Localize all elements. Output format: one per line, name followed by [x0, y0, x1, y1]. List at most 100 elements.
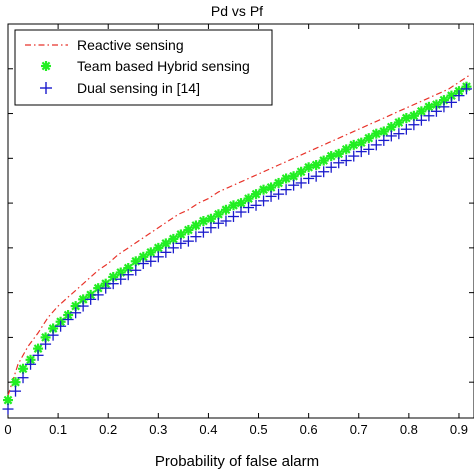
point-stroke — [214, 209, 223, 219]
point-team-based-hybrid-sensing — [168, 233, 179, 244]
point-stroke — [108, 272, 118, 282]
plot-area: 0 0.1 0.2 0.3 0.4 0.5 0.6 0.7 0.8 0.9 Reactive sen… — [2, 23, 474, 437]
point-dual-sensing — [258, 195, 270, 207]
legend-box — [14, 29, 273, 106]
point-team-based-hybrid-sensing — [266, 182, 277, 193]
point-dual-sensing — [212, 217, 224, 229]
point-dual-sensing — [107, 278, 119, 290]
legend: Reactive sensing Team based Hybrid sensin… — [14, 29, 273, 106]
point-dual-sensing — [250, 199, 262, 211]
point-dual-sensing — [92, 289, 104, 301]
point-stroke — [116, 268, 126, 277]
point-dual-sensing — [385, 130, 397, 142]
point-stroke — [161, 239, 171, 248]
point-stroke — [71, 301, 81, 311]
point-stroke — [206, 214, 216, 224]
point-dual-sensing — [243, 202, 255, 214]
legend-swatch-dual-sensing — [40, 82, 52, 94]
point-stroke — [349, 140, 359, 150]
point-team-based-hybrid-sensing — [183, 224, 194, 235]
x-axis-label: Probability of false alarm — [155, 453, 319, 470]
point-team-based-hybrid-sensing — [281, 173, 292, 184]
point-stroke — [447, 91, 456, 101]
point-stroke — [229, 200, 238, 210]
point-dual-sensing — [453, 90, 465, 102]
point-stroke — [3, 395, 13, 405]
point-dual-sensing — [152, 251, 164, 263]
point-team-based-hybrid-sensing — [326, 151, 337, 162]
point-team-based-hybrid-sensing — [3, 395, 13, 406]
point-stroke — [386, 122, 396, 132]
point-team-based-hybrid-sensing — [273, 177, 284, 188]
point-dual-sensing — [430, 105, 442, 117]
point-stroke — [311, 160, 321, 170]
x-tick-label: 0.9 — [450, 422, 468, 437]
point-dual-sensing — [303, 172, 315, 184]
point-stroke — [274, 178, 283, 188]
point-team-based-hybrid-sensing — [18, 363, 29, 374]
point-dual-sensing — [400, 123, 412, 135]
point-team-based-hybrid-sensing — [318, 155, 329, 166]
point-team-based-hybrid-sensing — [145, 247, 156, 258]
point-stroke — [131, 256, 141, 266]
x-tick-label: 0.5 — [249, 422, 267, 437]
point-dual-sensing — [55, 320, 67, 332]
point-team-based-hybrid-sensing — [363, 133, 374, 144]
point-dual-sensing — [325, 161, 337, 173]
point-dual-sensing — [310, 170, 322, 182]
point-team-based-hybrid-sensing — [251, 189, 262, 200]
point-stroke — [259, 185, 268, 195]
point-dual-sensing — [182, 235, 194, 247]
x-tick-label: 0.2 — [99, 422, 117, 437]
point-dual-sensing — [2, 403, 14, 415]
point-dual-sensing — [370, 139, 382, 151]
point-team-based-hybrid-sensing — [190, 220, 201, 231]
point-team-based-hybrid-sensing — [220, 204, 231, 215]
point-dual-sensing — [295, 177, 307, 189]
point-team-based-hybrid-sensing — [258, 184, 269, 195]
point-stroke — [146, 247, 156, 257]
point-stroke — [296, 167, 306, 177]
point-team-based-hybrid-sensing — [371, 128, 382, 139]
point-team-based-hybrid-sensing — [408, 110, 419, 121]
point-stroke — [281, 174, 291, 183]
point-stroke — [401, 113, 411, 123]
point-team-based-hybrid-sensing — [236, 198, 246, 209]
point-dual-sensing — [137, 258, 149, 270]
point-stroke — [417, 106, 426, 116]
point-dual-sensing — [145, 255, 157, 267]
point-dual-sensing — [175, 237, 187, 249]
point-stroke — [244, 194, 253, 203]
point-team-based-hybrid-sensing — [296, 166, 307, 177]
point-stroke — [334, 149, 344, 159]
point-dual-sensing — [32, 349, 44, 361]
point-dual-sensing — [130, 264, 142, 276]
x-tick-label: 0.4 — [199, 422, 217, 437]
point-dual-sensing — [62, 314, 74, 325]
point-stroke — [341, 144, 351, 154]
point-stroke — [371, 129, 381, 139]
point-dual-sensing — [47, 329, 59, 341]
chart-title: Pd vs Pf — [211, 3, 263, 19]
point-stroke — [326, 151, 336, 161]
x-tick-label: 0.8 — [400, 422, 418, 437]
point-dual-sensing — [160, 246, 172, 258]
x-tick-label: 0.3 — [149, 422, 167, 437]
point-dual-sensing — [340, 155, 352, 167]
point-team-based-hybrid-sensing — [175, 229, 186, 240]
point-team-based-hybrid-sensing — [423, 101, 434, 112]
point-team-based-hybrid-sensing — [10, 377, 21, 388]
point-team-based-hybrid-sensing — [341, 144, 352, 155]
point-stroke — [176, 230, 186, 239]
point-dual-sensing — [85, 293, 97, 305]
point-dual-sensing — [348, 150, 360, 162]
point-dual-sensing — [40, 338, 52, 350]
point-dual-sensing — [220, 215, 232, 227]
point-dual-sensing — [265, 190, 277, 202]
point-stroke — [379, 127, 389, 136]
point-team-based-hybrid-sensing — [160, 238, 171, 249]
point-stroke — [168, 234, 178, 244]
point-dual-sensing — [115, 273, 127, 285]
point-dual-sensing — [235, 206, 247, 218]
point-team-based-hybrid-sensing — [333, 148, 344, 159]
